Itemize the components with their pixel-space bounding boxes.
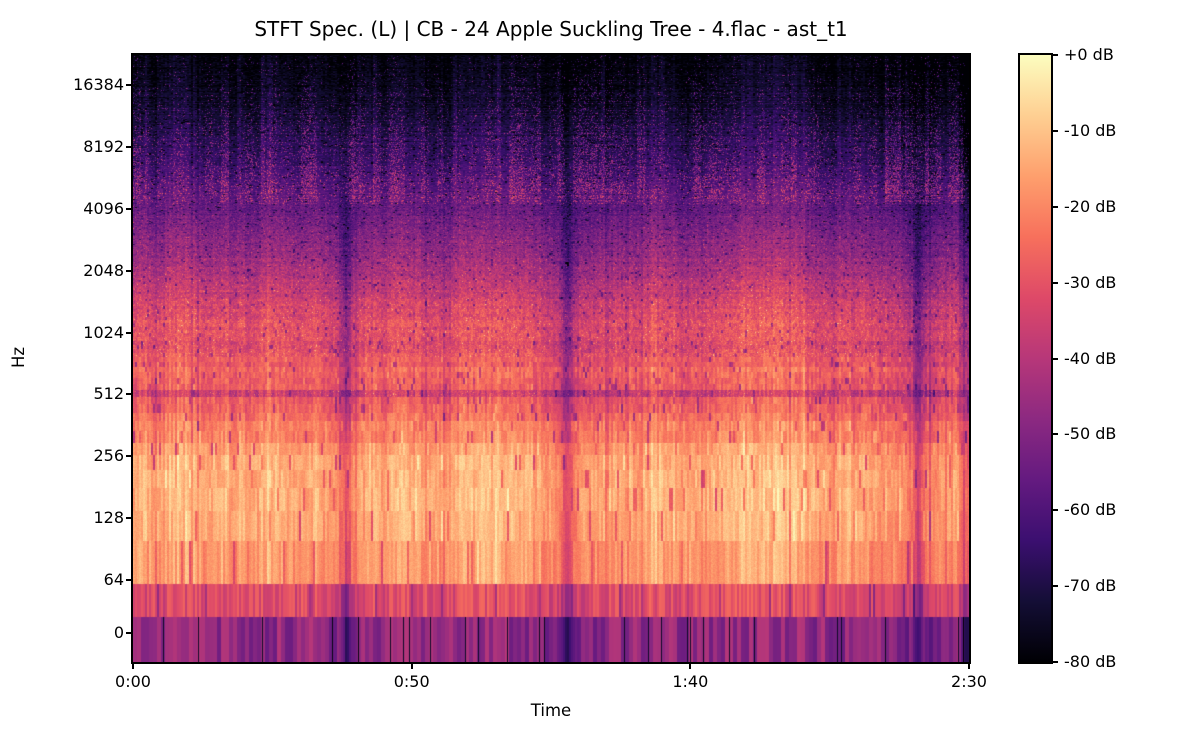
colorbar (1018, 53, 1053, 664)
colorbar-tick-label: -20 dB (1064, 196, 1117, 216)
x-tick-label: 0:50 (393, 672, 430, 691)
y-tick-mark (126, 331, 133, 334)
y-tick-label: 8192 (83, 136, 124, 156)
y-tick-label: 64 (103, 570, 124, 589)
colorbar-tick-mark (1051, 433, 1058, 436)
x-tick-label: 2:30 (951, 672, 987, 691)
colorbar-tick-label: -80 dB (1064, 652, 1117, 671)
colorbar-tick-mark (1051, 357, 1058, 360)
colorbar-tick-mark (1051, 54, 1058, 56)
x-axis-label: Time (530, 701, 572, 720)
x-tick-label: 0:00 (115, 672, 151, 691)
y-tick-mark (126, 145, 133, 148)
y-tick-label: 0 (113, 623, 124, 642)
x-tick-mark (968, 662, 970, 669)
y-tick-mark (126, 207, 133, 210)
plot-area (131, 53, 971, 664)
x-tick-mark (689, 662, 692, 669)
y-tick-label: 512 (93, 384, 124, 404)
x-tick-label: 1:40 (672, 672, 709, 691)
x-tick-mark (132, 662, 134, 669)
colorbar-tick-label: -60 dB (1064, 500, 1117, 520)
colorbar-tick-label: -40 dB (1064, 348, 1117, 368)
colorbar-tick-mark (1051, 585, 1058, 588)
y-tick-label: 16384 (73, 75, 124, 94)
colorbar-tick-label: +0 dB (1064, 45, 1114, 64)
plot-title: STFT Spec. (L) | CB - 24 Apple Suckling … (254, 17, 848, 41)
y-tick-mark (126, 517, 133, 520)
y-tick-label: 2048 (83, 260, 124, 280)
colorbar-tick-mark (1051, 129, 1058, 132)
y-tick-mark (126, 455, 133, 458)
y-tick-mark (126, 632, 133, 634)
colorbar-tick-label: -50 dB (1064, 424, 1117, 444)
colorbar-tick-mark (1051, 661, 1058, 663)
colorbar-tick-mark (1051, 509, 1058, 512)
spectrogram-image (133, 55, 969, 662)
y-tick-mark (126, 393, 133, 396)
y-tick-mark (126, 84, 133, 86)
colorbar-tick-mark (1051, 205, 1058, 208)
y-tick-label: 4096 (83, 198, 124, 218)
colorbar-tick-label: -10 dB (1064, 120, 1117, 140)
y-tick-mark (126, 579, 133, 581)
y-tick-label: 1024 (83, 322, 124, 342)
x-tick-mark (410, 662, 413, 669)
colorbar-tick-label: -70 dB (1064, 576, 1117, 596)
y-tick-mark (126, 269, 133, 272)
colorbar-tick-label: -30 dB (1064, 272, 1117, 292)
y-axis-label: Hz (9, 346, 29, 369)
y-tick-label: 128 (93, 508, 124, 528)
y-tick-label: 256 (93, 446, 124, 466)
colorbar-tick-mark (1051, 281, 1058, 284)
